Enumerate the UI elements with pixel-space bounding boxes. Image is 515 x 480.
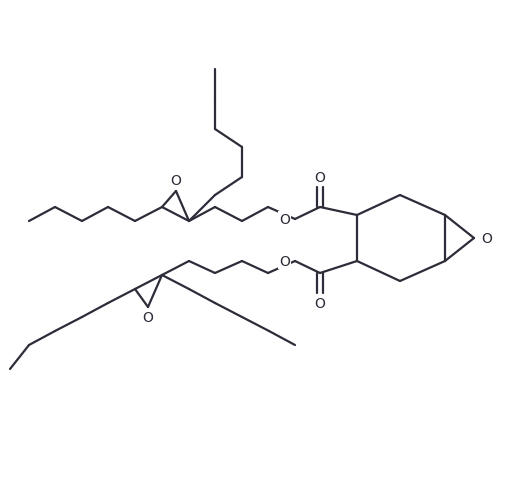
Text: O: O [279, 254, 290, 268]
Text: O: O [143, 311, 153, 324]
Text: O: O [315, 296, 325, 311]
Text: O: O [481, 231, 492, 245]
Text: O: O [170, 174, 181, 188]
Text: O: O [279, 213, 290, 227]
Text: O: O [315, 171, 325, 185]
